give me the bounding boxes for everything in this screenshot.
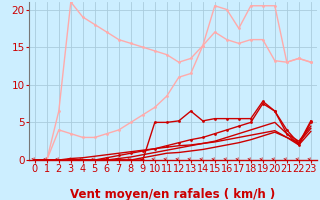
X-axis label: Vent moyen/en rafales ( km/h ): Vent moyen/en rafales ( km/h ) <box>70 188 276 200</box>
